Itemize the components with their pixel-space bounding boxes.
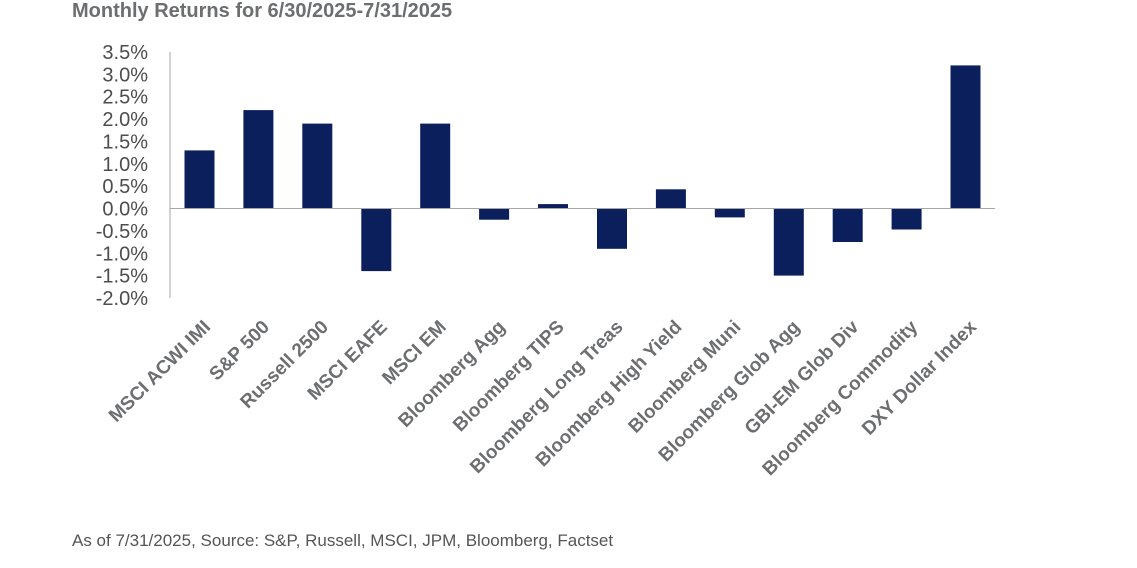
y-tick-label: 2.5% <box>102 87 148 109</box>
bar <box>184 150 215 209</box>
bar <box>479 208 510 220</box>
bar <box>655 189 686 209</box>
bar <box>361 208 392 272</box>
bar <box>538 204 568 209</box>
bar-series <box>184 65 981 276</box>
bar <box>714 208 745 218</box>
source-note: As of 7/31/2025, Source: S&P, Russell, M… <box>72 531 614 550</box>
y-tick-label: -2.0% <box>96 288 148 310</box>
y-tick-label: 0.5% <box>102 176 148 198</box>
y-tick-label: -1.0% <box>96 243 148 265</box>
bar <box>832 208 863 242</box>
x-category-label: Bloomberg Muni <box>625 317 746 438</box>
y-tick-label: 1.5% <box>102 131 148 153</box>
bar <box>420 123 451 209</box>
x-category-label: DXY Dollar Index <box>858 316 981 439</box>
x-category-label: Bloomberg TIPS <box>449 317 568 436</box>
x-category-label: MSCI ACWI IMI <box>105 317 215 427</box>
y-tick-label: 3.0% <box>102 64 148 86</box>
y-tick-label: 0.0% <box>102 199 148 221</box>
y-axis-tick-labels: 3.5%3.0%2.5%2.0%1.5%1.0%0.5%0.0%-0.5%-1.… <box>96 42 148 310</box>
chart-title: Monthly Returns for 6/30/2025-7/31/2025 <box>72 0 453 22</box>
bar <box>773 208 804 276</box>
bar <box>597 208 627 249</box>
bar <box>891 208 922 230</box>
y-tick-label: -1.5% <box>96 266 148 288</box>
y-tick-label: 1.0% <box>102 154 148 176</box>
y-tick-label: -0.5% <box>96 221 148 243</box>
x-category-label: Bloomberg Agg <box>395 317 510 432</box>
bar <box>243 110 274 209</box>
bar <box>302 123 333 209</box>
bar <box>950 65 981 209</box>
y-tick-label: 3.5% <box>102 42 148 64</box>
y-tick-label: 2.0% <box>102 109 148 131</box>
